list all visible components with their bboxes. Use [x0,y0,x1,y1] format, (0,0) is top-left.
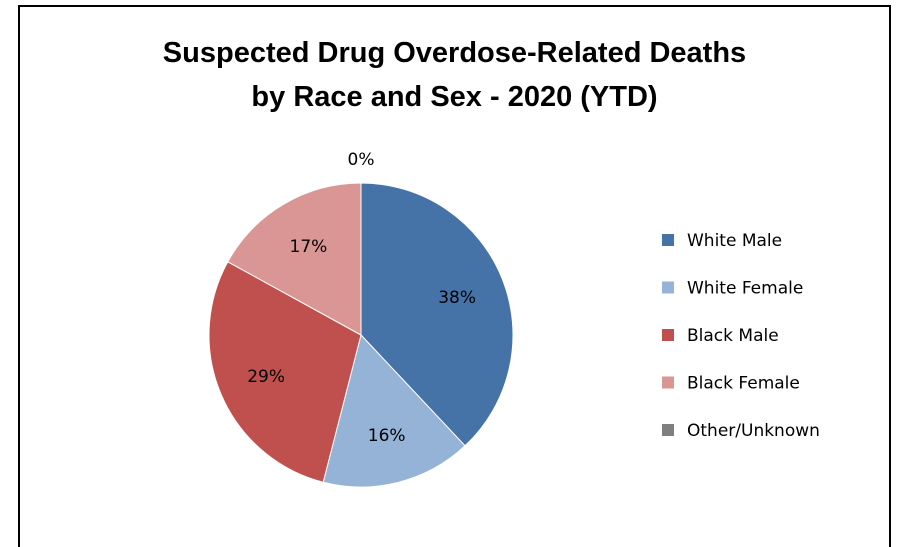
legend-label-white-male: White Male [687,231,782,251]
legend-item-white-female: White Female [662,279,803,299]
pie-slice-white-male [360,182,514,447]
data-label-white-male: 38% [438,288,476,308]
legend-item-black-male: Black Male [662,326,779,346]
legend-label-black-male: Black Male [687,326,779,346]
legend-swatch-white-female [662,281,674,294]
data-label-other-unknown: 0% [348,150,375,170]
chart-title: Suspected Drug Overdose-Related Deaths b… [20,31,889,119]
legend: White Male White Female Black Male Black Fe… [662,231,820,441]
legend-label-other-unknown: Other/Unknown [687,421,820,441]
legend-label-white-female: White Female [687,279,803,299]
legend-swatch-black-male [662,329,674,341]
pie-slice-white-female [322,333,466,488]
legend-item-black-female: Black Female [662,374,800,394]
pie-data-labels: 38% 16% 29% 17% 0% [247,150,476,446]
legend-label-black-female: Black Female [687,374,800,394]
pie-slices [208,182,514,488]
pie-slice-black-female [227,182,362,336]
legend-item-white-male: White Male [662,231,782,251]
chart-title-line-1: Suspected Drug Overdose-Related Deaths [162,37,747,69]
data-label-black-male: 29% [247,367,285,387]
data-label-black-female: 17% [290,237,328,257]
legend-swatch-white-male [662,234,674,246]
pie-slice-black-male [208,261,362,483]
data-label-white-female: 16% [368,426,406,446]
legend-swatch-black-female [662,376,674,389]
chart-title-line-2: by Race and Sex - 2020 (YTD) [251,81,658,113]
legend-swatch-other-unknown [662,424,674,436]
legend-item-other-unknown: Other/Unknown [662,421,820,441]
